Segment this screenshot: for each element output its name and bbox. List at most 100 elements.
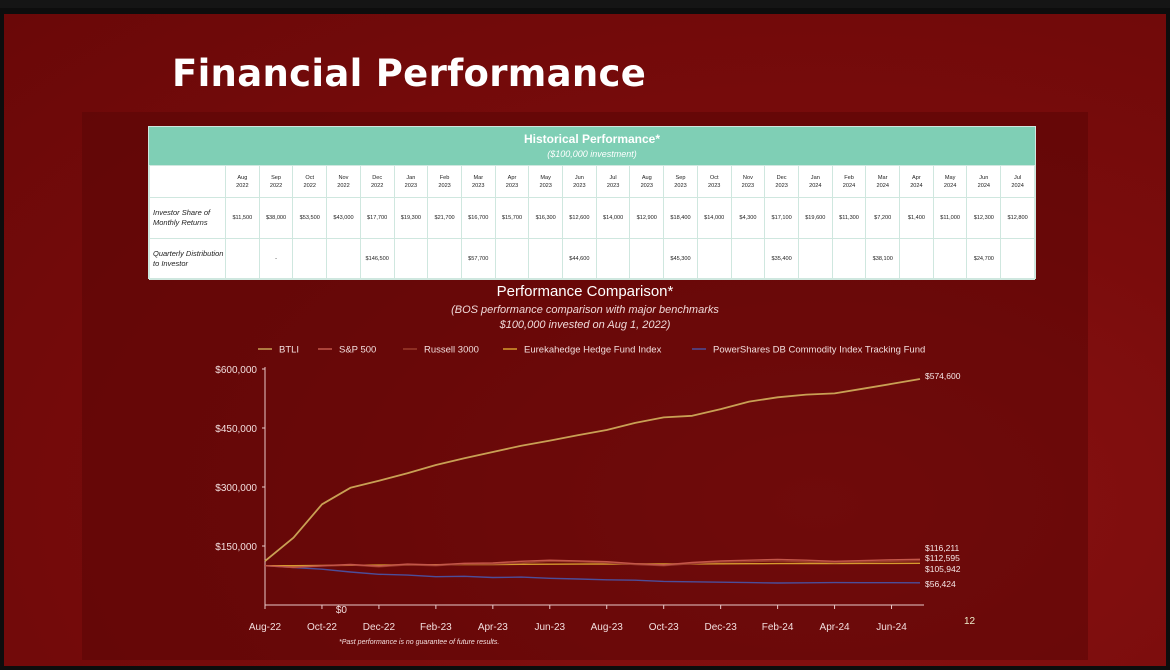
quarterly-distribution-row: Quarterly Distribution to Investor - $146,… xyxy=(149,238,1035,280)
month-header-cell: Jun 2023 xyxy=(562,165,597,198)
y-tick-label: $600,000 xyxy=(215,365,257,376)
month-name: Nov xyxy=(338,174,349,181)
y-tick-label: $0 xyxy=(336,605,348,616)
series-line-s-p-500 xyxy=(264,558,921,568)
table-cell xyxy=(393,238,429,280)
x-tick-label: Dec-23 xyxy=(705,622,738,633)
table-cell: $57,700 xyxy=(460,238,496,280)
month-name: Oct xyxy=(305,174,315,181)
x-tick-label: Apr-23 xyxy=(478,622,508,633)
month-year: 2023 xyxy=(573,182,586,189)
month-header-cell: May 2024 xyxy=(932,165,968,198)
table-cell: $16,700 xyxy=(460,197,496,239)
month-year: 2022 xyxy=(269,182,283,189)
table-title: Historical Performance* xyxy=(523,132,661,146)
month-name: Jul xyxy=(1014,174,1022,181)
window-top-bar xyxy=(0,0,1170,8)
month-year: 2024 xyxy=(809,182,822,189)
month-name: Dec xyxy=(776,174,787,181)
table-cell xyxy=(831,238,867,280)
month-name: Jan xyxy=(810,174,820,181)
month-name: Mar xyxy=(473,174,484,181)
legend-label: BTLI xyxy=(279,345,299,356)
x-tick-label: Apr-24 xyxy=(820,622,850,633)
table-cell xyxy=(696,238,732,280)
y-tick-label: $300,000 xyxy=(215,483,257,494)
x-tick-label: Feb-23 xyxy=(420,622,452,633)
month-year: 2023 xyxy=(505,182,519,189)
slide-number: 12 xyxy=(964,616,976,627)
month-year: 2022 xyxy=(236,182,249,189)
month-year: 2023 xyxy=(472,182,485,189)
month-year: 2024 xyxy=(910,182,923,189)
month-year: 2023 xyxy=(438,182,451,189)
table-cell: $4,300 xyxy=(730,197,766,239)
month-name: Oct xyxy=(709,174,719,181)
month-header-cell: Nov 2023 xyxy=(730,165,766,198)
month-year: 2023 xyxy=(640,182,654,189)
legend-label: PowerShares DB Commodity Index Tracking … xyxy=(713,345,925,356)
table-cell: $14,000 xyxy=(595,197,631,239)
month-year: 2023 xyxy=(674,182,687,189)
month-name: Aug xyxy=(641,174,652,181)
historical-performance-table: Historical Performance* ($100,000 invest… xyxy=(148,126,1036,280)
month-year: 2022 xyxy=(337,182,350,189)
table-cell xyxy=(292,238,328,280)
month-header-cell: Aug 2022 xyxy=(225,165,260,198)
series-end-label: $574,600 xyxy=(925,371,961,381)
table-cell: $7,200 xyxy=(865,197,901,239)
monthly-returns-row: Investor Share of Monthly Returns $11,500… xyxy=(149,197,1035,239)
month-name: Sep xyxy=(271,174,282,181)
month-name: Feb xyxy=(439,174,450,181)
table-cell: $24,700 xyxy=(966,238,1002,280)
footnote: *Past performance is no guarantee of fut… xyxy=(339,639,500,646)
slide-title: Financial Performance xyxy=(172,52,647,95)
month-name: Apr xyxy=(507,174,517,181)
month-year: 2024 xyxy=(977,182,991,189)
month-year: 2022 xyxy=(303,182,316,189)
x-tick-label: Aug-23 xyxy=(591,622,624,633)
chart-subtitle: (BOS performance comparison with major b… xyxy=(451,304,719,316)
month-header-cell: Jul 2023 xyxy=(595,165,631,198)
table-cell xyxy=(225,238,260,280)
table-cell: $19,300 xyxy=(393,197,429,239)
series-end-label: $112,595 xyxy=(925,553,960,563)
month-year: 2023 xyxy=(707,182,721,189)
table-cell: $45,300 xyxy=(663,238,698,280)
table-cell: $44,600 xyxy=(562,238,597,280)
series-end-label: $105,942 xyxy=(925,564,961,574)
month-year: 2024 xyxy=(1011,182,1024,189)
row-label: Investor Share of Monthly Returns xyxy=(149,197,226,239)
x-tick-label: Aug-22 xyxy=(249,622,282,633)
y-tick-label: $150,000 xyxy=(215,542,257,553)
series-end-label: $56,424 xyxy=(925,579,956,589)
table-cell: $43,000 xyxy=(326,197,361,239)
month-name: Jan xyxy=(406,174,416,181)
month-name: Aug xyxy=(237,174,248,181)
month-header-cell: Dec 2023 xyxy=(764,165,799,198)
month-name: Feb xyxy=(844,174,854,181)
month-name: Mar xyxy=(877,174,888,181)
table-cell xyxy=(899,238,934,280)
series-line-btli xyxy=(264,378,921,562)
x-tick-label: Jun-23 xyxy=(534,622,565,633)
month-name: Dec xyxy=(372,174,383,181)
table-cell xyxy=(595,238,631,280)
month-header-cell: May 2023 xyxy=(528,165,564,198)
x-tick-label: Jun-24 xyxy=(876,622,907,633)
table-cell: $146,500 xyxy=(359,238,395,280)
table-cell: $19,600 xyxy=(797,197,833,239)
x-tick-label: Oct-22 xyxy=(307,622,337,633)
table-cell xyxy=(797,238,833,280)
x-tick-label: Dec-22 xyxy=(363,622,396,633)
series-line-powershares-db-commodity-index-tracking-fund xyxy=(264,565,921,584)
legend-label: S&P 500 xyxy=(339,345,376,356)
table-cell xyxy=(730,238,766,280)
month-header-cell: Apr 2023 xyxy=(494,165,530,198)
row-label: Quarterly Distribution to Investor xyxy=(149,238,226,280)
table-month-header-row: Aug 2022 Sep 2022 Oct 2022 Nov 2022 Dec 2022 Jan 20… xyxy=(149,165,1035,198)
month-year: 2023 xyxy=(741,182,755,189)
month-year: 2023 xyxy=(775,182,788,189)
month-name: Sep xyxy=(675,174,686,181)
